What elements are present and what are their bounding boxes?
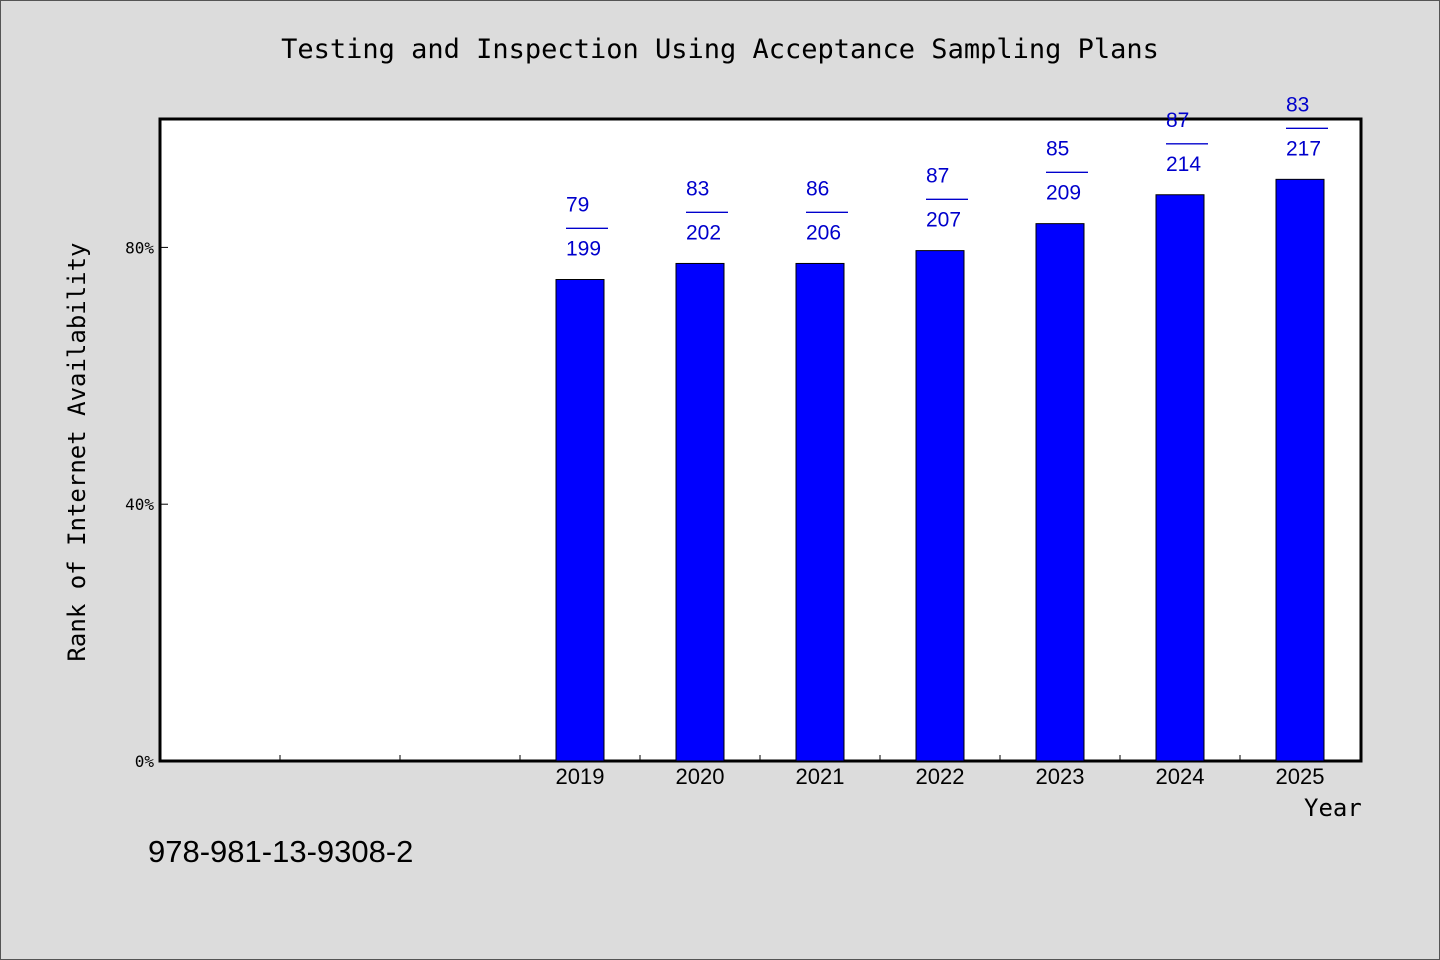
x-tick-label-2019: 2019 [556, 764, 605, 789]
y-axis-label: Rank of Internet Availability [63, 242, 91, 662]
data-label-2021-2: 206 [806, 221, 841, 244]
data-label-2023-1: —— [1046, 160, 1088, 183]
data-label-2022-0: 87 [926, 165, 949, 188]
bar-2023 [1035, 223, 1085, 762]
data-label-2022-2: 207 [926, 209, 961, 232]
data-label-2025-0: 83 [1286, 93, 1309, 116]
x-tick-label-2025: 2025 [1276, 764, 1325, 789]
x-tick-label-2023: 2023 [1036, 764, 1085, 789]
isbn-footnote: 978-981-13-9308-2 [148, 834, 414, 869]
y-tick-label: 80% [125, 238, 154, 257]
bar-2020 [675, 262, 725, 762]
data-label-2020-1: —— [686, 199, 728, 222]
x-tick-label-2021: 2021 [796, 764, 845, 789]
x-tick-label-2024: 2024 [1156, 764, 1205, 789]
data-label-2025-1: —— [1286, 115, 1328, 138]
data-label-2025-2: 217 [1286, 137, 1321, 160]
data-label-2024-0: 87 [1166, 109, 1189, 132]
data-label-2023-2: 209 [1046, 182, 1081, 205]
data-label-2022-1: —— [926, 187, 968, 210]
data-label-2021-0: 86 [806, 177, 829, 200]
bar-2022 [915, 250, 965, 762]
x-axis-label: Year [1304, 794, 1362, 822]
x-tick-label-2020: 2020 [676, 764, 725, 789]
data-label-2019-1: —— [566, 216, 608, 239]
bar-2019 [555, 279, 605, 762]
bar-2021 [795, 262, 845, 762]
data-label-2021-1: —— [806, 199, 848, 222]
bar-2024 [1155, 194, 1205, 762]
y-tick-label: 40% [125, 495, 154, 514]
x-tick-label-2022: 2022 [916, 764, 965, 789]
data-label-2019-0: 79 [566, 194, 589, 217]
data-label-2020-2: 202 [686, 221, 721, 244]
bar-2025 [1275, 178, 1325, 762]
data-label-2023-0: 85 [1046, 138, 1069, 161]
data-label-2024-1: —— [1166, 131, 1208, 154]
chart-title: Testing and Inspection Using Acceptance … [281, 34, 1159, 65]
data-label-2019-2: 199 [566, 238, 601, 261]
y-tick-label: 0% [135, 752, 155, 771]
data-label-2020-0: 83 [686, 177, 709, 200]
data-label-2024-2: 214 [1166, 153, 1201, 176]
